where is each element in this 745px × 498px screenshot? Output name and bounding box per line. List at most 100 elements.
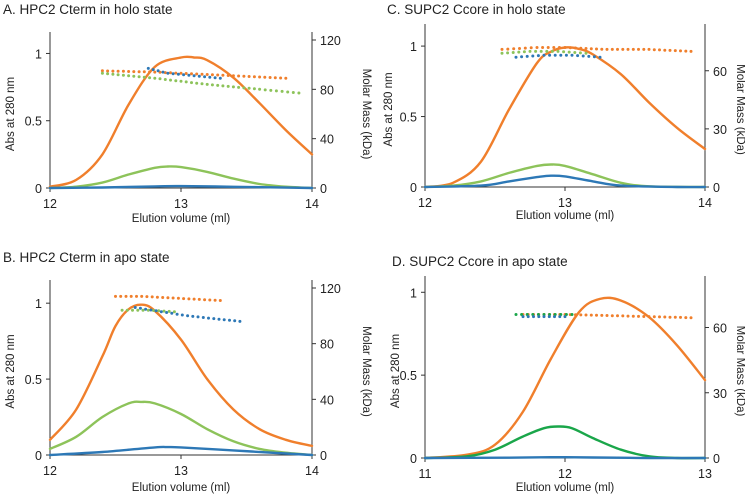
molar-mass-point [584, 47, 588, 50]
chart-title: A. HPC2 Cterm in holo state [3, 2, 173, 17]
molar-mass-point [673, 49, 677, 53]
y2-tick-label: 0 [713, 452, 720, 466]
molar-mass-point [167, 309, 171, 313]
molar-mass-point [212, 317, 216, 321]
molar-mass-point [557, 46, 561, 49]
molar-mass-point [542, 313, 546, 316]
y-axis-title: Abs at 280 nm [383, 72, 395, 146]
molar-mass-point [216, 73, 220, 77]
molar-mass-point [114, 294, 117, 298]
molar-mass-point [131, 308, 134, 312]
y2-tick-label: 60 [713, 65, 727, 79]
molar-mass-point [589, 313, 593, 317]
molar-mass-point [125, 308, 129, 312]
molar-mass-point [576, 54, 580, 58]
molar-mass-point [535, 46, 539, 49]
molar-mass-point [673, 315, 677, 319]
molar-mass-point [133, 306, 137, 309]
molar-mass-point [506, 47, 510, 51]
molar-mass-point [238, 319, 242, 323]
molar-mass-point [252, 87, 256, 91]
y-tick-label: 0 [410, 181, 417, 195]
absorbance-line-orange [48, 55, 314, 188]
x-tick-label: 13 [174, 197, 188, 211]
molar-mass-point [663, 315, 667, 319]
y2-axis-title: Molar Mass (kDa) [360, 69, 372, 160]
molar-mass-point [140, 294, 144, 298]
molar-mass-point [237, 85, 241, 89]
molar-mass-point [534, 49, 538, 53]
x-axis-title: Elution volume (ml) [132, 482, 231, 494]
molar-mass-point [172, 310, 176, 314]
y-tick-label: 0.5 [400, 111, 417, 125]
molar-mass-point [579, 313, 583, 317]
molar-mass-point [605, 314, 609, 317]
molar-mass-point [626, 47, 630, 51]
molar-mass-point [584, 313, 588, 317]
molar-mass-point [621, 314, 625, 318]
molar-mass-point [547, 315, 551, 319]
molar-mass-point [233, 319, 237, 323]
molar-mass-point [100, 69, 104, 73]
molar-mass-point [100, 71, 104, 75]
molar-mass-point [149, 308, 153, 312]
y-tick-label: 1 [35, 47, 42, 61]
molar-mass-point [136, 308, 140, 312]
molar-mass-point [263, 88, 267, 92]
molar-mass-point [574, 46, 577, 50]
chart-title: C. SUPC2 Ccore in holo state [387, 2, 566, 17]
molar-mass-point [541, 46, 545, 49]
molar-mass-series-green [120, 308, 176, 314]
molar-mass-point [552, 46, 556, 49]
molar-mass-point [563, 315, 567, 319]
molar-mass-point [169, 71, 172, 75]
molar-mass-point [132, 70, 136, 74]
molar-mass-point [631, 314, 635, 318]
y-axis-title: Abs at 280 nm [390, 334, 402, 408]
molar-mass-point [658, 48, 661, 52]
molar-mass-point [642, 315, 646, 318]
molar-mass-point [207, 316, 210, 320]
molar-mass-point [247, 86, 251, 90]
molar-mass-point [545, 49, 549, 53]
y2-axis-title: Molar Mass (kDa) [360, 326, 372, 417]
molar-mass-point [517, 50, 521, 54]
molar-mass-series-orange [114, 294, 222, 302]
x-tick-label: 12 [418, 196, 432, 210]
molar-mass-point [210, 83, 214, 87]
molar-mass-point [247, 75, 251, 78]
molar-mass-point [689, 316, 693, 320]
molar-mass-point [684, 316, 688, 320]
molar-mass-point [201, 316, 205, 319]
molar-mass-point [553, 53, 557, 57]
absorbance-line-green [423, 163, 707, 189]
molar-mass-point [578, 51, 582, 55]
molar-mass-point [242, 74, 246, 78]
molar-mass-point [273, 76, 277, 80]
molar-mass-point [663, 48, 667, 52]
molar-mass-point [518, 47, 521, 50]
molar-mass-point [523, 46, 527, 50]
molar-mass-point [120, 308, 124, 312]
molar-mass-point [587, 54, 591, 58]
molar-mass-point [231, 74, 235, 78]
molar-mass-point [258, 87, 262, 91]
molar-mass-point [595, 313, 598, 317]
molar-mass-point [171, 72, 175, 76]
molar-mass-point [297, 91, 301, 95]
molar-mass-point [191, 314, 195, 318]
molar-mass-point [190, 72, 193, 76]
molar-mass-point [169, 78, 172, 82]
molar-mass-point [186, 314, 190, 318]
x-tick-label: 13 [698, 467, 712, 481]
molar-mass-point [500, 47, 504, 51]
molar-mass-point [652, 315, 656, 319]
molar-mass-point [642, 47, 646, 51]
molar-mass-point [182, 297, 186, 301]
molar-mass-point [542, 53, 546, 57]
molar-mass-series-orange [500, 46, 693, 53]
y2-axis-title: Molar Mass (kDa) [734, 64, 745, 155]
molar-mass-point [187, 297, 191, 301]
molar-mass-point [184, 72, 188, 75]
